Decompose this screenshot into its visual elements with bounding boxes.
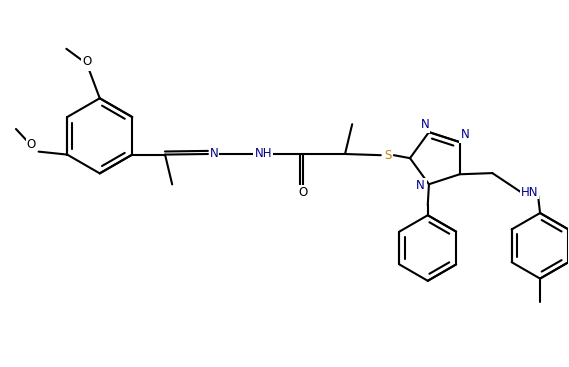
Text: N: N: [209, 148, 218, 160]
Text: N: N: [460, 128, 469, 141]
Text: O: O: [82, 57, 91, 70]
Text: O: O: [27, 139, 36, 152]
Text: O: O: [27, 138, 36, 151]
Text: O: O: [299, 186, 308, 199]
Text: NH: NH: [254, 148, 272, 160]
Text: O: O: [82, 55, 91, 68]
Text: HN: HN: [521, 186, 538, 199]
Text: N: N: [417, 179, 425, 192]
Text: N: N: [209, 148, 218, 160]
Text: HN: HN: [521, 186, 539, 199]
Text: S: S: [384, 149, 391, 162]
Text: O: O: [299, 186, 308, 199]
Text: N: N: [420, 119, 429, 131]
Text: NH: NH: [254, 148, 271, 160]
Text: S: S: [384, 149, 391, 162]
Text: N: N: [420, 120, 429, 132]
Text: N: N: [460, 130, 469, 143]
Text: N: N: [418, 179, 426, 192]
